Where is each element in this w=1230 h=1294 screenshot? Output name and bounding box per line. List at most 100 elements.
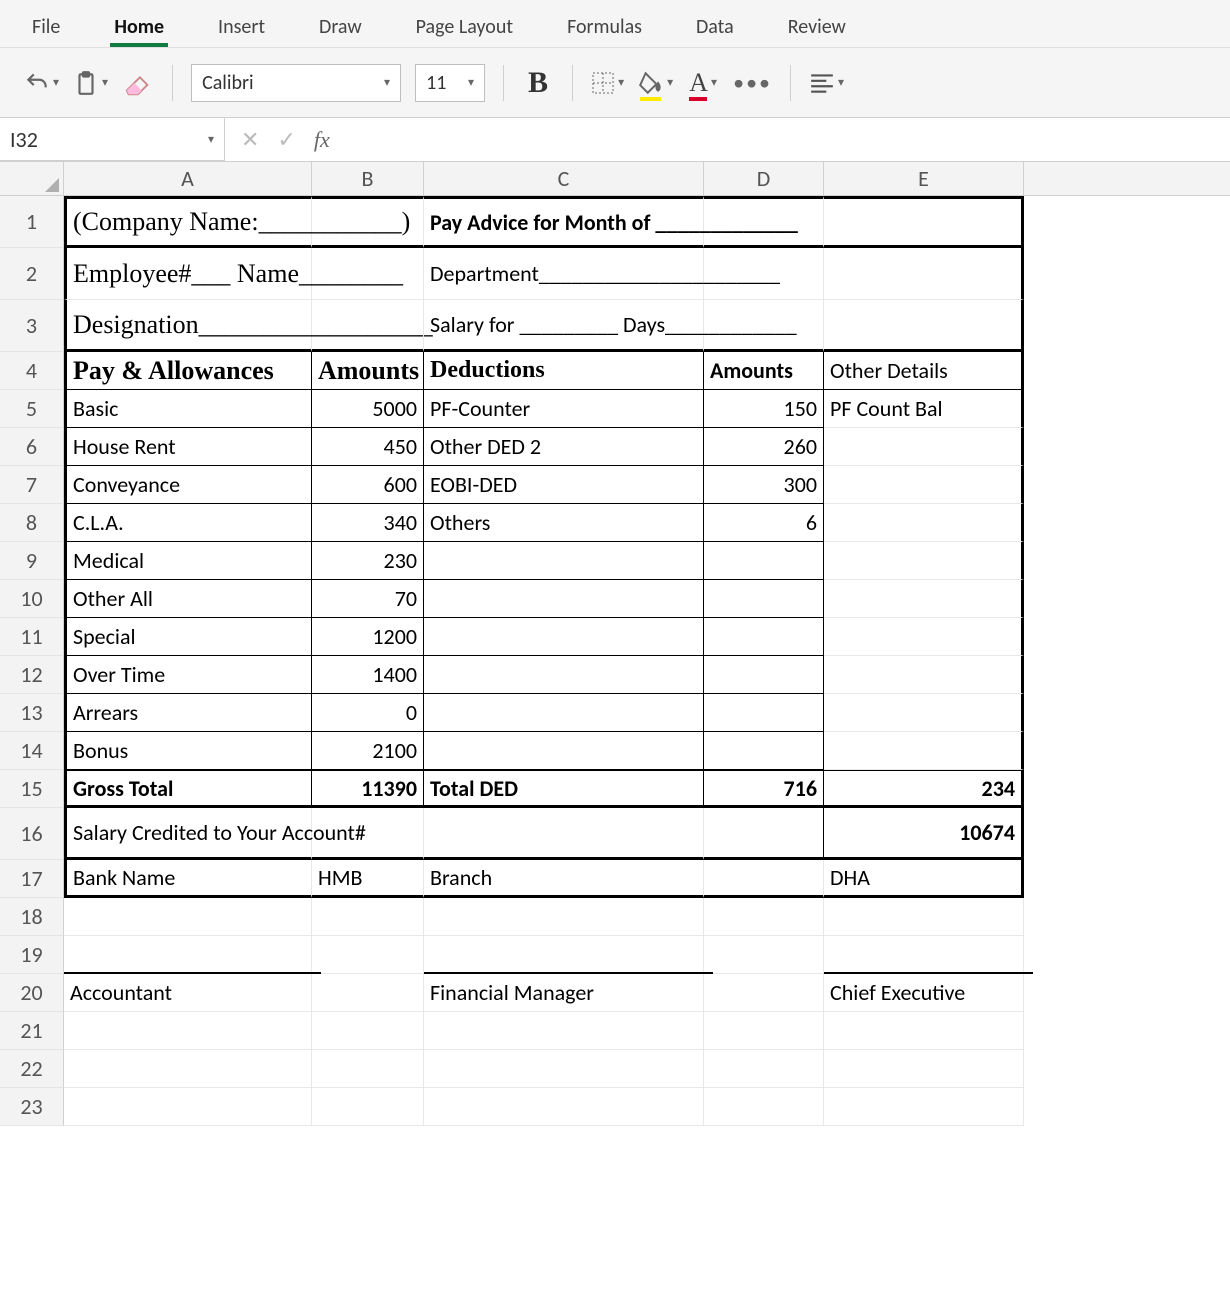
cell[interactable]: [704, 732, 824, 770]
cell[interactable]: Employee#___ Name________: [64, 248, 312, 300]
cell[interactable]: [824, 694, 1024, 732]
cell[interactable]: [704, 618, 824, 656]
cell[interactable]: [312, 808, 424, 860]
cell[interactable]: [824, 428, 1024, 466]
cell[interactable]: [824, 300, 1024, 352]
cell[interactable]: [824, 936, 1024, 974]
row-header[interactable]: 10: [0, 580, 64, 618]
cell[interactable]: [424, 898, 704, 936]
cell[interactable]: 450: [312, 428, 424, 466]
cell[interactable]: [312, 1088, 424, 1126]
cell[interactable]: [704, 580, 824, 618]
fill-color-button[interactable]: ▾: [638, 63, 673, 103]
more-button[interactable]: •••: [733, 63, 772, 103]
cell[interactable]: [824, 1088, 1024, 1126]
cell[interactable]: [704, 860, 824, 898]
row-header[interactable]: 8: [0, 504, 64, 542]
paste-button[interactable]: ▾: [73, 63, 108, 103]
cell[interactable]: Gross Total: [64, 770, 312, 808]
align-button[interactable]: ▾: [809, 63, 844, 103]
cell[interactable]: Financial Manager: [424, 974, 704, 1012]
row-header[interactable]: 18: [0, 898, 64, 936]
cell[interactable]: Basic: [64, 390, 312, 428]
col-header-E[interactable]: E: [824, 162, 1024, 195]
cell[interactable]: 70: [312, 580, 424, 618]
cell[interactable]: [824, 898, 1024, 936]
cell[interactable]: [704, 1012, 824, 1050]
row-header[interactable]: 20: [0, 974, 64, 1012]
cell[interactable]: [312, 300, 424, 352]
cell[interactable]: [824, 1050, 1024, 1088]
row-header[interactable]: 21: [0, 1012, 64, 1050]
cell[interactable]: PF-Counter: [424, 390, 704, 428]
col-header-B[interactable]: B: [312, 162, 424, 195]
cell[interactable]: [704, 542, 824, 580]
cell[interactable]: [824, 618, 1024, 656]
cell[interactable]: [824, 248, 1024, 300]
cell[interactable]: PF Count Bal: [824, 390, 1024, 428]
cell[interactable]: [312, 974, 424, 1012]
cell[interactable]: [424, 580, 704, 618]
cell[interactable]: 716: [704, 770, 824, 808]
row-header[interactable]: 1: [0, 196, 64, 248]
cell[interactable]: [704, 898, 824, 936]
cell[interactable]: [704, 936, 824, 974]
cell[interactable]: Designation__________________: [64, 300, 312, 352]
row-header[interactable]: 2: [0, 248, 64, 300]
cell[interactable]: Bank Name: [64, 860, 312, 898]
cell[interactable]: [824, 542, 1024, 580]
cell[interactable]: [824, 732, 1024, 770]
cell[interactable]: [312, 898, 424, 936]
tab-home[interactable]: Home: [102, 5, 176, 47]
cell[interactable]: 260: [704, 428, 824, 466]
row-header[interactable]: 5: [0, 390, 64, 428]
cell[interactable]: [704, 1088, 824, 1126]
cell[interactable]: C.L.A.: [64, 504, 312, 542]
cell[interactable]: [824, 196, 1024, 248]
bold-button[interactable]: B: [522, 63, 554, 103]
cell[interactable]: 150: [704, 390, 824, 428]
tab-file[interactable]: File: [20, 5, 72, 47]
cell[interactable]: Over Time: [64, 656, 312, 694]
col-header-C[interactable]: C: [424, 162, 704, 195]
cell[interactable]: 230: [312, 542, 424, 580]
tab-draw[interactable]: Draw: [307, 5, 374, 47]
cell[interactable]: Amounts: [704, 352, 824, 390]
cell[interactable]: [424, 1012, 704, 1050]
cell[interactable]: [424, 618, 704, 656]
cell[interactable]: [824, 466, 1024, 504]
font-color-button[interactable]: A ▾: [687, 63, 719, 103]
cell[interactable]: DHA: [824, 860, 1024, 898]
row-header[interactable]: 4: [0, 352, 64, 390]
cell[interactable]: [824, 580, 1024, 618]
row-header[interactable]: 15: [0, 770, 64, 808]
undo-button[interactable]: ▾: [24, 63, 59, 103]
row-header[interactable]: 3: [0, 300, 64, 352]
tab-page-layout[interactable]: Page Layout: [404, 5, 525, 47]
tab-data[interactable]: Data: [684, 5, 746, 47]
cell[interactable]: [424, 1050, 704, 1088]
fx-icon[interactable]: fx: [314, 127, 330, 153]
select-all-corner[interactable]: [0, 162, 64, 195]
cell[interactable]: [312, 196, 424, 248]
cell[interactable]: [704, 656, 824, 694]
row-header[interactable]: 17: [0, 860, 64, 898]
cell[interactable]: (Company Name:___________): [64, 196, 312, 248]
confirm-check-icon[interactable]: ✓: [277, 126, 295, 153]
cell[interactable]: Others: [424, 504, 704, 542]
formula-input[interactable]: [346, 118, 1230, 161]
cell[interactable]: [312, 936, 424, 974]
row-header[interactable]: 22: [0, 1050, 64, 1088]
cell[interactable]: Pay & Allowances: [64, 352, 312, 390]
cell[interactable]: [424, 1088, 704, 1126]
cell[interactable]: 11390: [312, 770, 424, 808]
cell[interactable]: [424, 694, 704, 732]
cell[interactable]: Total DED: [424, 770, 704, 808]
cell[interactable]: [824, 656, 1024, 694]
cell[interactable]: [824, 1012, 1024, 1050]
cell[interactable]: [312, 1012, 424, 1050]
cell[interactable]: Bonus: [64, 732, 312, 770]
cell[interactable]: 5000: [312, 390, 424, 428]
cell[interactable]: Other Details: [824, 352, 1024, 390]
row-header[interactable]: 7: [0, 466, 64, 504]
